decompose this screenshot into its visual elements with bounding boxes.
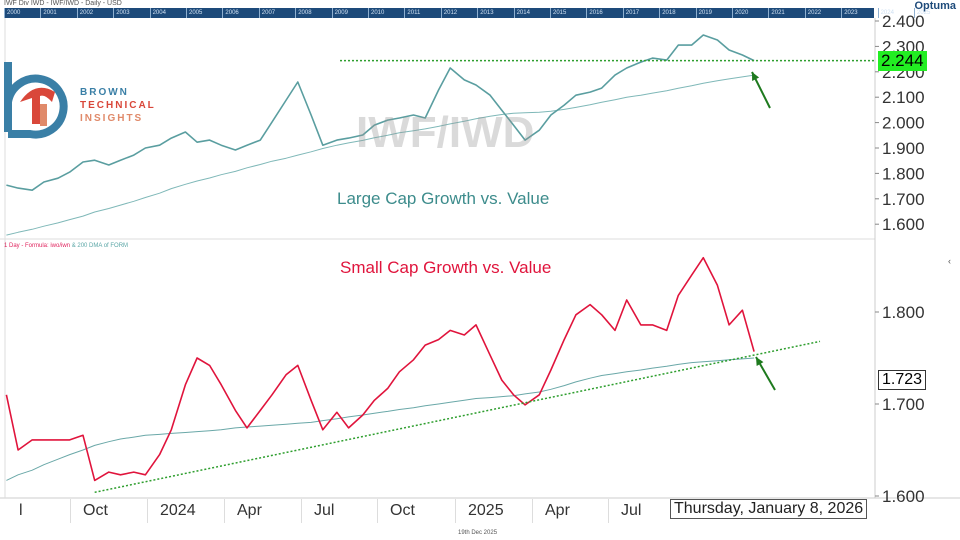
- y-tick-label: 1.700: [882, 395, 925, 414]
- brown-technical-insights-logo: BROWN TECHNICAL INSIGHTS: [0, 62, 160, 142]
- navigator-year[interactable]: 2016: [586, 8, 603, 18]
- logo-text-brown: BROWN: [80, 87, 129, 98]
- y-tick-label: 1.800: [882, 164, 925, 183]
- navigator-year[interactable]: 2021: [768, 8, 785, 18]
- navigator-year[interactable]: 2015: [550, 8, 566, 18]
- y-tick-label: 1.800: [882, 303, 925, 322]
- chart-header: IWF Div IWD - IWF/IWD - Daily - USD: [4, 0, 122, 7]
- bottom-ratio-line: [5, 256, 755, 482]
- y-tick-label: 1.600: [882, 487, 925, 506]
- logo-mark-icon: [4, 62, 68, 139]
- trend-line: [94, 340, 821, 494]
- top-200dma-line: [6, 74, 755, 236]
- logo-text-technical: TECHNICAL: [80, 100, 156, 111]
- navigator-year[interactable]: 2004: [149, 8, 166, 18]
- navigator-year[interactable]: 2013: [477, 8, 494, 18]
- x-tick-label: l: [19, 502, 23, 519]
- crosshair-date-label: Thursday, January 8, 2026: [670, 499, 868, 519]
- x-tick-label: Oct: [70, 499, 108, 523]
- y-tick-label: 1.900: [882, 139, 925, 158]
- navigator-year[interactable]: 2022: [804, 8, 821, 18]
- navigator-year[interactable]: 2011: [404, 8, 420, 18]
- x-tick-label: Jul: [301, 499, 334, 523]
- bottom-200dma-line: [6, 357, 755, 481]
- top-arrow-icon-head: [752, 72, 760, 81]
- bottom-chart-title: Small Cap Growth vs. Value: [340, 258, 552, 277]
- formula-label: 1 Day - Formula: iwo/iwn & 200 DMA of FO…: [4, 243, 128, 249]
- y-tick-label: 2.400: [882, 12, 925, 31]
- collapse-panel-icon[interactable]: ‹: [948, 256, 951, 266]
- navigator-year[interactable]: 2020: [732, 8, 748, 18]
- watermark: IWF/IWD: [356, 108, 535, 157]
- navigator-year[interactable]: 2005: [186, 8, 202, 18]
- navigator-year[interactable]: 2024: [877, 8, 894, 18]
- navigator-year[interactable]: 2025: [914, 8, 930, 18]
- navigator-year[interactable]: 2019: [695, 8, 712, 18]
- navigator-year[interactable]: 2007: [258, 8, 275, 18]
- y-tick-label: 1.700: [882, 190, 925, 209]
- bottom-last-value-label: 1.723: [878, 370, 927, 390]
- x-tick-label: Oct: [377, 499, 415, 523]
- top-ratio-line: [6, 34, 755, 191]
- navigator-year[interactable]: 2003: [113, 8, 130, 18]
- bottom-arrow-icon-head: [756, 357, 764, 366]
- logo-text-insights: INSIGHTS: [80, 113, 144, 124]
- y-tick-label: 2.000: [882, 114, 925, 133]
- formula-ma-text: & 200 DMA of FORM: [71, 243, 129, 249]
- navigator-year[interactable]: 2002: [76, 8, 93, 18]
- optuma-logo: Optuma: [914, 0, 956, 12]
- timeline-navigator[interactable]: 2000 2001 2002 2003 2004 2005 2006 2007 2008 2009…: [4, 8, 930, 18]
- top-chart-title: Large Cap Growth vs. Value: [337, 189, 550, 208]
- y-tick-label: 2.100: [882, 88, 925, 107]
- navigator-year[interactable]: 2000: [4, 8, 20, 18]
- navigator-year[interactable]: 2018: [659, 8, 676, 18]
- x-tick-label: Apr: [532, 499, 570, 523]
- x-tick-label: Apr: [224, 499, 262, 523]
- footer-date: 19th Dec 2025: [458, 530, 498, 536]
- navigator-year[interactable]: 2008: [295, 8, 312, 18]
- formula-text: 1 Day - Formula: iwo/iwn: [4, 243, 71, 249]
- y-tick-label: 1.600: [882, 215, 925, 234]
- navigator-year[interactable]: 2012: [440, 8, 457, 18]
- navigator-year[interactable]: 2006: [222, 8, 239, 18]
- navigator-year[interactable]: 2014: [513, 8, 530, 18]
- x-tick-label: Jul: [608, 499, 641, 523]
- navigator-year[interactable]: 2001: [40, 8, 57, 18]
- navigator-year[interactable]: 2010: [368, 8, 384, 18]
- x-tick-label: 2025: [455, 499, 504, 523]
- navigator-year[interactable]: 2023: [841, 8, 858, 18]
- top-last-value-label: 2.244: [878, 51, 927, 71]
- x-tick-label: 2024: [147, 499, 196, 523]
- navigator-year[interactable]: 2017: [622, 8, 639, 18]
- navigator-year[interactable]: 2009: [331, 8, 348, 18]
